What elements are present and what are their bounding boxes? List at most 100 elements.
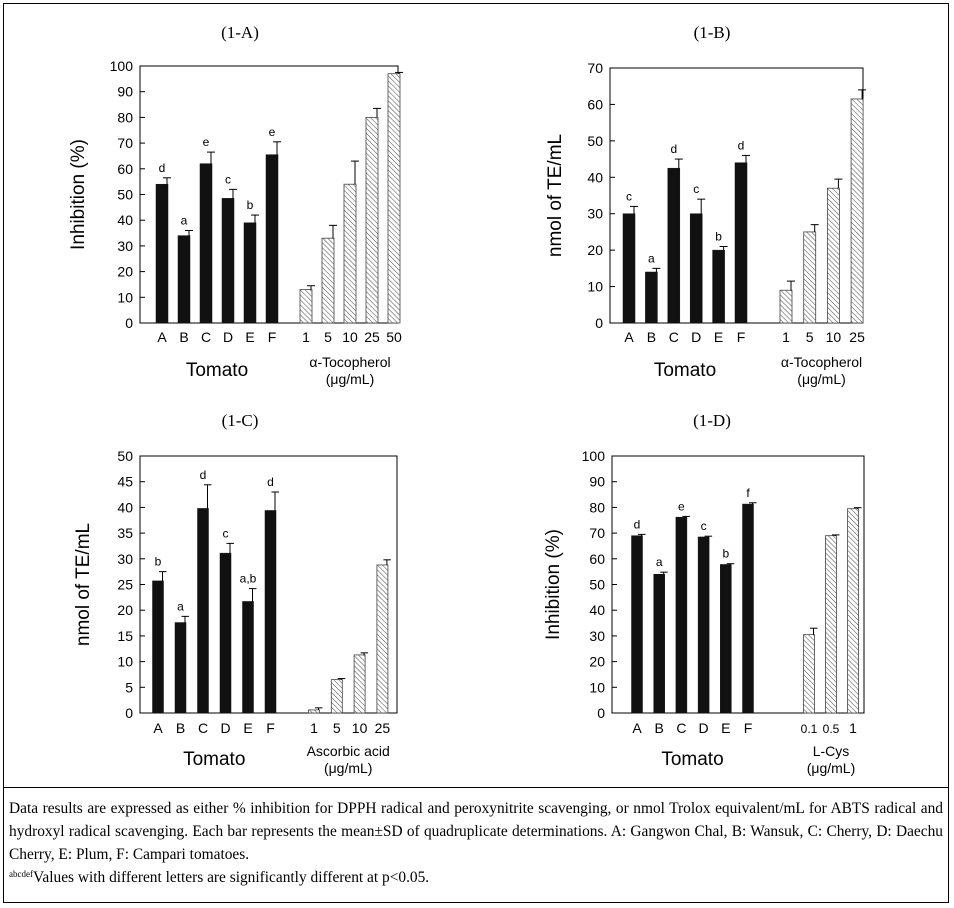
bar-tomato bbox=[199, 163, 213, 324]
bar-reference bbox=[825, 535, 837, 714]
y-axis-label: Inhibition (%) bbox=[543, 529, 564, 640]
x-category-label: D bbox=[699, 720, 709, 736]
x-category-label: B bbox=[176, 720, 185, 736]
x-group-label: Ascorbic acid bbox=[307, 743, 390, 759]
significance-letter: e bbox=[269, 125, 276, 139]
bar-reference bbox=[827, 187, 840, 324]
y-tick-label: 40 bbox=[589, 602, 605, 618]
x-category-label: E bbox=[714, 329, 723, 345]
x-category-label: 1 bbox=[782, 329, 790, 345]
x-category-label: C bbox=[201, 329, 211, 345]
bar-reference bbox=[376, 564, 389, 714]
bar-tomato bbox=[675, 516, 688, 714]
x-category-label: B bbox=[179, 329, 188, 345]
bar-tomato bbox=[219, 552, 232, 714]
significance-letter: d bbox=[670, 142, 677, 156]
bar-tomato bbox=[242, 601, 254, 714]
chart-panel-1-a: (1-A) 0 10 20 30 40 50 60 70 80 90 100 Inhibition (%… bbox=[68, 23, 403, 387]
bar-tomato bbox=[712, 249, 725, 324]
bar-tomato bbox=[155, 183, 169, 324]
x-category-label: 5 bbox=[324, 329, 332, 345]
y-tick-label: 40 bbox=[117, 212, 133, 228]
y-axis-label: nmol of TE/mL bbox=[73, 523, 94, 646]
x-group-label: Tomato bbox=[186, 360, 248, 381]
y-tick-label: 60 bbox=[587, 96, 603, 112]
panel-title: (1-A) bbox=[221, 23, 259, 42]
y-tick-label: 0 bbox=[597, 705, 605, 721]
significance-letter: c bbox=[693, 182, 699, 196]
significance-letter: a bbox=[177, 599, 184, 613]
y-tick-label: 10 bbox=[589, 679, 605, 695]
y-tick-label: 50 bbox=[589, 577, 605, 593]
x-category-label: 0.1 bbox=[801, 722, 818, 736]
significance-letter: c bbox=[223, 526, 229, 540]
y-tick-label: 90 bbox=[589, 474, 605, 490]
x-category-label: 10 bbox=[342, 329, 358, 345]
bar-tomato bbox=[221, 198, 235, 324]
x-category-label: F bbox=[266, 720, 275, 736]
bar-tomato bbox=[631, 535, 643, 714]
bar-tomato bbox=[734, 162, 748, 324]
y-tick-label: 20 bbox=[117, 602, 133, 618]
panel-title: (1-D) bbox=[693, 411, 731, 430]
bar-tomato bbox=[653, 573, 665, 714]
x-category-label: C bbox=[198, 720, 208, 736]
bar-tomato bbox=[265, 154, 279, 324]
panel-title: (1-C) bbox=[222, 411, 259, 430]
y-tick-label: 20 bbox=[587, 242, 603, 258]
x-category-label: 1 bbox=[302, 329, 310, 345]
x-group-label: (μg/mL) bbox=[326, 371, 375, 387]
significance-letter: c bbox=[225, 172, 231, 186]
significance-letter: a,b bbox=[240, 572, 257, 586]
bar-reference bbox=[353, 654, 366, 714]
significance-letter: a bbox=[181, 213, 188, 227]
bar-reference bbox=[847, 508, 859, 714]
y-tick-label: 90 bbox=[117, 84, 133, 100]
y-tick-label: 30 bbox=[587, 206, 603, 222]
significance-letter: e bbox=[678, 499, 685, 513]
bar-reference bbox=[803, 231, 817, 324]
bar-tomato bbox=[152, 580, 164, 714]
x-category-label: D bbox=[691, 329, 701, 345]
bar-reference bbox=[387, 73, 401, 324]
significance-letter: e bbox=[203, 135, 210, 149]
x-category-label: 25 bbox=[849, 329, 865, 345]
y-tick-label: 35 bbox=[117, 525, 133, 541]
y-tick-label: 60 bbox=[589, 551, 605, 567]
y-tick-label: 20 bbox=[589, 654, 605, 670]
significance-letter: d bbox=[200, 468, 207, 482]
y-tick-label: 40 bbox=[587, 169, 603, 185]
x-category-label: C bbox=[676, 720, 686, 736]
y-tick-label: 20 bbox=[117, 264, 133, 280]
x-category-label: 1 bbox=[310, 720, 318, 736]
bar-reference bbox=[299, 289, 313, 324]
y-axis-label: Inhibition (%) bbox=[68, 139, 89, 250]
x-category-label: 5 bbox=[806, 329, 814, 345]
y-tick-label: 10 bbox=[117, 654, 133, 670]
y-tick-label: 0 bbox=[125, 705, 133, 721]
significance-letter: b bbox=[155, 555, 162, 569]
significance-letter: b bbox=[715, 230, 722, 244]
x-category-label: D bbox=[220, 720, 230, 736]
significance-letter: d bbox=[159, 161, 166, 175]
x-category-label: A bbox=[157, 329, 167, 345]
x-category-label: F bbox=[737, 329, 746, 345]
bar-tomato bbox=[174, 622, 187, 714]
caption-superscript: abcdef bbox=[9, 869, 33, 879]
significance-letter: a bbox=[648, 251, 655, 265]
bar-reference bbox=[850, 98, 864, 324]
x-category-label: F bbox=[744, 720, 753, 736]
y-tick-label: 45 bbox=[117, 474, 133, 490]
y-tick-label: 100 bbox=[582, 448, 606, 464]
x-category-label: B bbox=[655, 720, 664, 736]
bar-reference bbox=[308, 709, 320, 714]
bar-reference bbox=[343, 183, 357, 324]
y-tick-label: 50 bbox=[117, 187, 133, 203]
y-tick-label: 30 bbox=[117, 238, 133, 254]
y-tick-label: 80 bbox=[589, 499, 605, 515]
x-category-label: A bbox=[632, 720, 642, 736]
x-category-label: 0.5 bbox=[823, 722, 840, 736]
